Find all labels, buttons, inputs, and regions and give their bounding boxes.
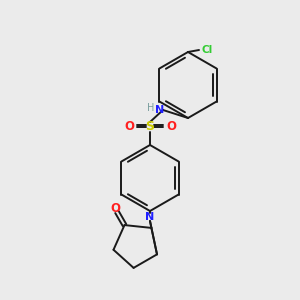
Text: N: N	[155, 105, 165, 115]
Text: N: N	[146, 212, 154, 222]
Text: O: O	[166, 119, 176, 133]
Text: Cl: Cl	[201, 45, 212, 55]
Text: O: O	[124, 119, 134, 133]
Text: H: H	[147, 103, 155, 113]
Text: S: S	[146, 121, 154, 134]
Text: O: O	[110, 202, 120, 215]
